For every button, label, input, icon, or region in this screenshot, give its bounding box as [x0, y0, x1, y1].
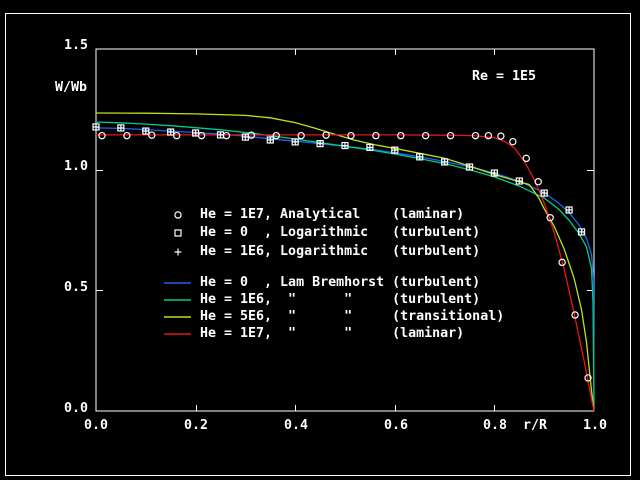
legend-row-plus: He = 1E6, Logarithmic (turbulent) [200, 244, 481, 259]
legend-row-line-yellow: He = 5E6, " " (transitional) [200, 309, 505, 324]
x-axis-title: r/R [523, 418, 548, 433]
reynolds-annotation: Re = 1E5 [472, 69, 537, 84]
y-tick-label: 1.0 [63, 159, 88, 174]
x-tick-label: 0.2 [183, 418, 209, 433]
legend-row-line-green: He = 1E6, " " (turbulent) [200, 292, 481, 307]
legend-row-line-blue: He = 0 , Lam Bremhorst (turbulent) [200, 275, 481, 290]
legend-row-square: He = 0 , Logarithmic (turbulent) [200, 225, 481, 240]
x-tick-label: 0.0 [83, 418, 109, 433]
x-tick-label: 1.0 [582, 418, 608, 433]
legend-row-circle: He = 1E7, Analytical (laminar) [200, 207, 465, 222]
screen-border [5, 13, 631, 476]
x-tick-label: 0.8 [482, 418, 508, 433]
y-axis-title: W/Wb [55, 80, 88, 95]
legend-row-line-red: He = 1E7, " " (laminar) [200, 326, 465, 341]
x-tick-label: 0.4 [283, 418, 309, 433]
y-tick-label: 0.0 [63, 401, 88, 416]
x-tick-label: 0.6 [383, 418, 409, 433]
y-tick-label: 1.5 [63, 38, 88, 53]
y-tick-label: 0.5 [63, 280, 88, 295]
